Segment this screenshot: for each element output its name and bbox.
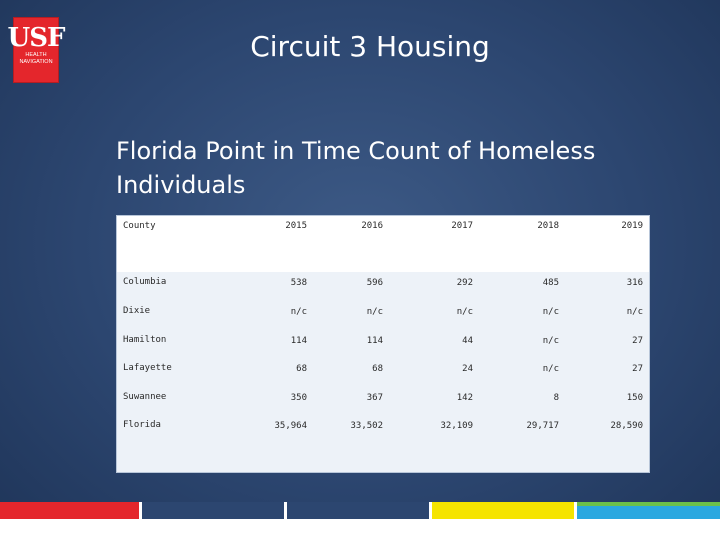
row-county-florida: Florida: [123, 420, 161, 430]
cell-florida-2018: 29,717: [526, 421, 559, 431]
column-header-2017: 2017: [451, 221, 473, 231]
slide-subtitle: Florida Point in Time Count of Homeless …: [116, 134, 676, 202]
cell-hamilton-2018: n/c: [542, 336, 559, 346]
footer-bar-blue: [577, 506, 720, 519]
cell-lafayette-2015: 68: [296, 364, 307, 374]
row-county-dixie: Dixie: [123, 306, 151, 316]
table-header-band: [117, 216, 649, 272]
footer-bar-navy-1: [142, 502, 284, 519]
row-county-columbia: Columbia: [123, 277, 167, 287]
column-header-2018: 2018: [537, 221, 559, 231]
cell-lafayette-2016: 68: [372, 364, 383, 374]
page-title: Circuit 3 Housing: [250, 30, 490, 63]
cell-dixie-2015: n/c: [290, 307, 307, 317]
cell-lafayette-2018: n/c: [542, 364, 559, 374]
row-county-lafayette: Lafayette: [123, 363, 172, 373]
footer-bar-red: [0, 502, 139, 519]
cell-hamilton-2017: 44: [462, 336, 473, 346]
logo-subtext-2: NAVIGATION: [19, 59, 53, 65]
cell-columbia-2017: 292: [456, 278, 473, 288]
footer-bar-yellow: [432, 502, 574, 519]
column-header-2015: 2015: [285, 221, 307, 231]
cell-dixie-2018: n/c: [542, 307, 559, 317]
cell-dixie-2016: n/c: [366, 307, 383, 317]
cell-florida-2016: 33,502: [350, 421, 383, 431]
cell-suwannee-2018: 8: [553, 393, 559, 403]
column-header-2019: 2019: [621, 221, 643, 231]
cell-columbia-2015: 538: [290, 278, 307, 288]
cell-suwannee-2016: 367: [366, 393, 383, 403]
cell-dixie-2019: n/c: [626, 307, 643, 317]
logo-mark: USF: [7, 23, 66, 53]
cell-florida-2019: 28,590: [610, 421, 643, 431]
homeless-count-table: County 2015 2016 2017 2018 2019 Columbia…: [116, 215, 650, 473]
row-county-suwannee: Suwannee: [123, 392, 167, 402]
cell-florida-2017: 32,109: [440, 421, 473, 431]
logo-subtext-1: HEALTH: [25, 52, 47, 58]
cell-lafayette-2017: 24: [462, 364, 473, 374]
usf-logo: USF HEALTH NAVIGATION: [8, 17, 65, 83]
footer-bar-navy-2: [287, 502, 429, 519]
column-header-2016: 2016: [361, 221, 383, 231]
subtitle-line-1: Florida Point in Time Count of Homeless: [116, 137, 596, 165]
row-county-hamilton: Hamilton: [123, 335, 167, 345]
cell-columbia-2016: 596: [366, 278, 383, 288]
cell-dixie-2017: n/c: [456, 307, 473, 317]
column-header-county: County: [123, 221, 156, 231]
cell-florida-2015: 35,964: [274, 421, 307, 431]
cell-suwannee-2017: 142: [456, 393, 473, 403]
subtitle-line-2: Individuals: [116, 171, 246, 199]
cell-hamilton-2016: 114: [366, 336, 383, 346]
cell-suwannee-2015: 350: [290, 393, 307, 403]
cell-columbia-2019: 316: [626, 278, 643, 288]
cell-columbia-2018: 485: [542, 278, 559, 288]
cell-lafayette-2019: 27: [632, 364, 643, 374]
cell-hamilton-2019: 27: [632, 336, 643, 346]
cell-suwannee-2019: 150: [626, 393, 643, 403]
cell-hamilton-2015: 114: [290, 336, 307, 346]
